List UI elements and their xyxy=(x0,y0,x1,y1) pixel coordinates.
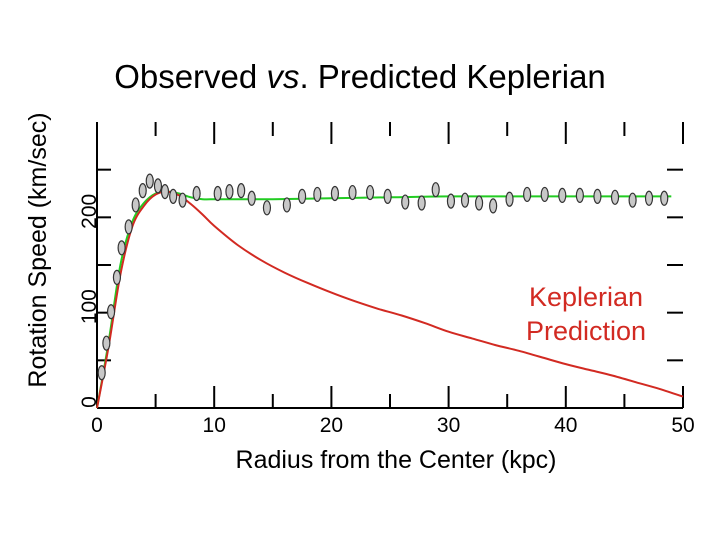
observed-point xyxy=(247,190,256,206)
x-tick-label: 40 xyxy=(554,414,577,437)
observed-point xyxy=(348,184,357,201)
keplerian-annotation-line1: Keplerian xyxy=(529,282,643,312)
series-lines xyxy=(96,190,684,409)
x-axis-label: Radius from the Center (kpc) xyxy=(236,446,557,474)
observed-point xyxy=(225,183,234,200)
keplerian-annotation-line2: Prediction xyxy=(526,316,646,346)
observed-point xyxy=(192,185,201,202)
tick-labels: 0 10 20 30 40 50 0 100 200 xyxy=(78,194,695,437)
chart-title-rest: . Predicted Keplerian xyxy=(299,58,605,95)
observed-point xyxy=(593,188,602,204)
x-tick-label: 0 xyxy=(91,414,103,437)
observed-point xyxy=(145,173,154,189)
chart-title-italic: vs xyxy=(266,58,299,95)
x-tick-label: 50 xyxy=(671,414,694,437)
observed-point xyxy=(474,195,484,211)
observed-point xyxy=(383,188,392,204)
observed-point xyxy=(401,194,410,210)
observed-point xyxy=(169,188,178,204)
observed-point xyxy=(102,335,111,351)
observed-point xyxy=(660,190,669,206)
observed-point xyxy=(178,192,187,208)
x-tick-label: 30 xyxy=(437,414,460,437)
y-tick-label: 100 xyxy=(78,289,101,324)
observed-point xyxy=(446,193,456,209)
observed-point xyxy=(431,182,440,198)
chart-title: Observed vs. Predicted Keplerian xyxy=(114,58,606,95)
observed-point xyxy=(365,184,375,201)
observed-point xyxy=(153,178,163,194)
observed-point xyxy=(505,191,514,207)
keplerian-prediction-line xyxy=(96,190,684,409)
observed-point xyxy=(313,186,322,203)
observed-point xyxy=(117,240,126,256)
observed-point xyxy=(97,365,106,381)
observed-point xyxy=(644,190,654,206)
observed-point xyxy=(540,186,549,203)
x-tick-label: 10 xyxy=(203,414,226,437)
observed-point xyxy=(489,198,498,214)
axis-ticks xyxy=(96,122,684,408)
observed-point xyxy=(112,269,122,285)
y-tick-label: 0 xyxy=(78,396,101,408)
observed-point xyxy=(330,185,340,202)
observed-point xyxy=(460,192,470,208)
observed-point xyxy=(610,189,620,205)
observed-point xyxy=(138,183,147,199)
observed-point xyxy=(131,197,140,213)
observed-point xyxy=(106,304,116,320)
observed-point xyxy=(213,185,222,202)
observed-point xyxy=(417,195,426,211)
observed-point xyxy=(262,200,272,216)
plot-frame xyxy=(96,122,683,409)
observed-point xyxy=(160,183,170,200)
y-tick-label: 200 xyxy=(78,194,101,229)
observed-point xyxy=(298,188,307,204)
observed-point xyxy=(628,192,637,208)
observed-point xyxy=(124,219,133,235)
observed-point xyxy=(523,186,532,203)
observed-fit-line xyxy=(96,190,672,409)
observed-point xyxy=(558,187,567,204)
observed-point xyxy=(237,183,246,199)
observed-points xyxy=(97,173,669,381)
y-axis-label: Rotation Speed (km/sec) xyxy=(24,112,52,387)
observed-point xyxy=(575,187,584,204)
observed-point xyxy=(282,197,291,213)
x-tick-label: 20 xyxy=(320,414,343,437)
